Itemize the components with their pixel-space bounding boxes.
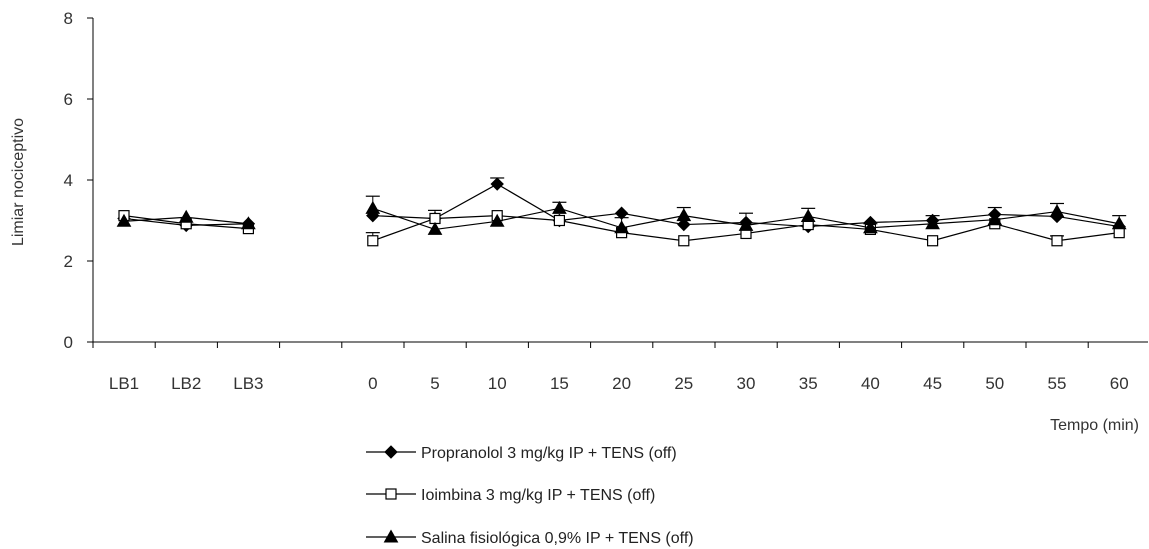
data-point-square <box>385 488 397 500</box>
y-tick-label: 0 <box>64 333 73 352</box>
y-axis-label: Limiar nociceptivo <box>10 118 27 246</box>
data-point-triangle <box>178 209 194 223</box>
x-tick-label: 20 <box>612 374 631 393</box>
data-point-square <box>926 235 939 247</box>
legend-label: Propranolol 3 mg/kg IP + TENS (off) <box>421 445 677 462</box>
data-point-triangle <box>116 213 132 227</box>
x-tick-label: 35 <box>799 374 818 393</box>
data-point-triangle <box>365 200 381 214</box>
axes: 0 2 4 6 8 LB1 LB2 LB3 0 5 10 15 20 25 30 35 40 45 50 55 60 <box>64 9 1148 393</box>
x-tick-label: 0 <box>368 374 377 393</box>
x-tick-label: 50 <box>985 374 1004 393</box>
x-tick-label: LB3 <box>233 374 263 393</box>
x-tick-label: 25 <box>674 374 693 393</box>
data-point-diamond <box>384 445 398 459</box>
legend-item-3: Salina fisiológica 0,9% IP + TENS (off) <box>366 529 694 547</box>
data-point-diamond <box>490 177 504 191</box>
data-point-triangle <box>1049 204 1065 218</box>
x-tick-label: LB1 <box>109 374 139 393</box>
data-point-triangle <box>676 208 692 222</box>
data-point-triangle <box>427 221 443 235</box>
data-point-triangle <box>738 217 754 231</box>
series-layer <box>116 177 1127 247</box>
y-tick-label: 4 <box>64 171 73 190</box>
data-point-triangle <box>241 216 256 230</box>
legend-label: Salina fisiológica 0,9% IP + TENS (off) <box>421 530 694 547</box>
x-axis-label: Tempo (min) <box>1050 417 1139 434</box>
data-point-triangle <box>1111 216 1127 230</box>
x-tick-label: 5 <box>430 374 439 393</box>
data-point-square <box>367 235 379 247</box>
data-point-triangle <box>552 200 567 214</box>
data-point-square <box>1051 235 1063 247</box>
data-point-triangle <box>987 212 1003 226</box>
legend-item-1: Propranolol 3 mg/kg IP + TENS (off) <box>366 445 677 462</box>
legend-label: Ioimbina 3 mg/kg IP + TENS (off) <box>421 487 655 504</box>
x-tick-label: 15 <box>550 374 569 393</box>
x-tick-label: LB2 <box>171 374 201 393</box>
data-point-square <box>553 214 566 227</box>
x-tick-label: 10 <box>488 374 507 393</box>
data-point-triangle <box>800 208 816 222</box>
x-tick-label: 40 <box>861 374 880 393</box>
data-point-triangle <box>383 529 399 543</box>
x-tick-label: 55 <box>1048 374 1067 393</box>
data-point-square <box>678 235 690 247</box>
y-tick-label: 8 <box>64 9 73 28</box>
data-point-diamond <box>677 217 691 232</box>
x-tick-label: 60 <box>1110 374 1129 393</box>
x-tick-label: 45 <box>923 374 942 393</box>
legend-item-2: Ioimbina 3 mg/kg IP + TENS (off) <box>366 487 655 504</box>
data-point-triangle <box>489 213 505 227</box>
x-tick-label: 30 <box>737 374 756 393</box>
data-point-triangle <box>925 216 940 230</box>
y-tick-label: 2 <box>64 252 73 271</box>
series-3 <box>116 195 1127 235</box>
legend: Propranolol 3 mg/kg IP + TENS (off) Ioimb… <box>366 445 694 547</box>
data-point-triangle <box>614 220 629 234</box>
y-tick-label: 6 <box>64 90 73 109</box>
data-point-triangle <box>863 220 878 234</box>
